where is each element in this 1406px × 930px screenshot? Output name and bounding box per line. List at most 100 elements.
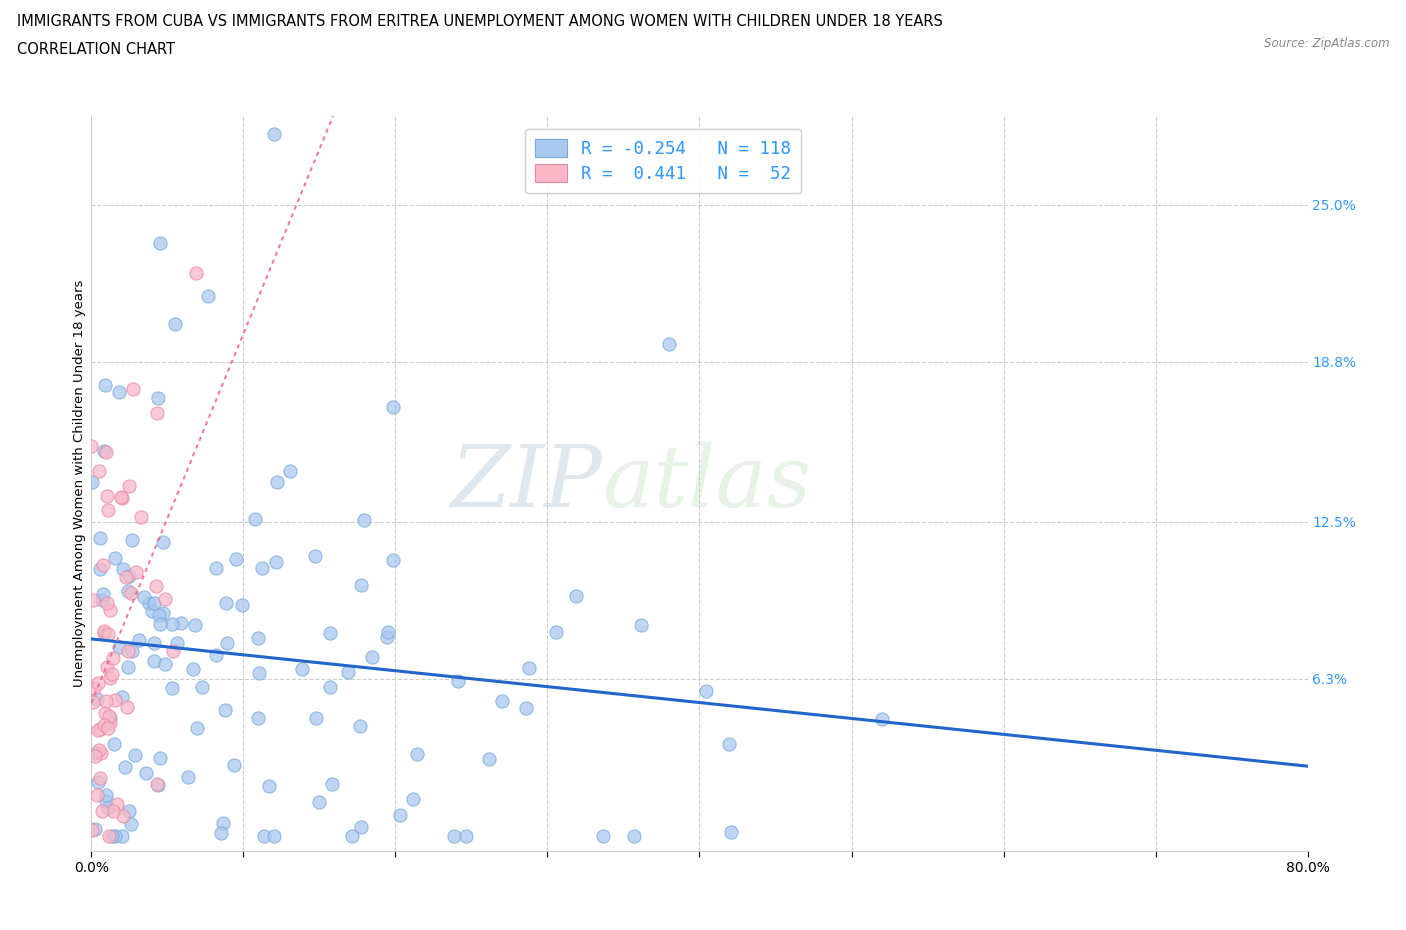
Point [86,692,108,707]
Point [80,823,103,838]
Point [93,587,115,602]
Point [361,650,384,665]
Point [381,400,404,415]
Point [89,721,111,736]
Point [97,720,120,735]
Point [97,502,120,517]
Point [304,549,326,564]
Point [86,788,108,803]
Point [205,647,228,662]
Point [110,489,132,504]
Point [98,603,121,618]
Point [89,562,111,577]
Point [349,578,371,592]
Point [246,631,269,645]
Point [117,644,139,659]
Point [447,674,470,689]
Point [97,627,120,642]
Point [630,618,652,632]
Point [517,660,540,675]
Point [870,712,893,727]
Point [166,635,188,650]
Point [94,378,117,392]
Point [247,666,270,681]
Point [129,510,152,525]
Point [443,828,465,843]
Point [97,709,120,724]
Point [231,597,253,612]
Point [321,777,343,791]
Point [84,745,107,760]
Text: CORRELATION CHART: CORRELATION CHART [17,42,174,57]
Point [80,438,103,453]
Point [375,630,398,644]
Point [120,585,142,600]
Point [546,625,568,640]
Point [86,676,108,691]
Point [225,551,247,566]
Point [402,791,425,806]
Point [125,565,148,579]
Point [111,829,134,844]
Point [89,771,111,786]
Point [121,644,143,658]
Point [349,718,371,733]
Point [212,816,235,830]
Point [83,681,105,696]
Point [141,604,163,618]
Point [319,680,342,695]
Point [160,617,183,631]
Point [278,464,301,479]
Point [111,690,134,705]
Point [93,706,115,721]
Point [143,635,166,650]
Point [658,337,681,352]
Point [478,751,501,766]
Point [93,444,115,458]
Point [98,711,121,725]
Point [162,644,184,658]
Point [353,512,375,527]
Point [117,659,139,674]
Point [104,829,127,844]
Point [217,636,239,651]
Point [186,721,208,736]
Text: ZIP: ZIP [450,443,602,525]
Point [146,391,169,405]
Point [135,765,157,780]
Point [162,681,184,696]
Point [224,757,246,772]
Point [117,584,139,599]
Point [153,657,176,671]
Point [128,632,150,647]
Point [146,405,169,420]
Point [149,235,172,250]
Point [381,553,404,568]
Point [266,474,288,489]
Point [291,662,314,677]
Point [93,718,115,733]
Point [177,770,200,785]
Point [104,693,127,708]
Point [146,777,169,792]
Point [720,825,742,840]
Point [181,662,204,677]
Point [82,592,104,607]
Y-axis label: Unemployment Among Women with Children Under 18 years: Unemployment Among Women with Children U… [73,280,86,687]
Point [148,607,170,622]
Point [115,569,138,584]
Point [120,817,142,831]
Point [93,624,115,639]
Point [101,804,124,818]
Point [454,829,477,844]
Point [337,665,360,680]
Point [318,626,340,641]
Point [308,795,330,810]
Text: atlas: atlas [602,443,811,525]
Point [91,557,114,572]
Point [342,829,364,844]
Point [197,288,219,303]
Point [94,694,117,709]
Point [118,479,141,494]
Point [152,534,174,549]
